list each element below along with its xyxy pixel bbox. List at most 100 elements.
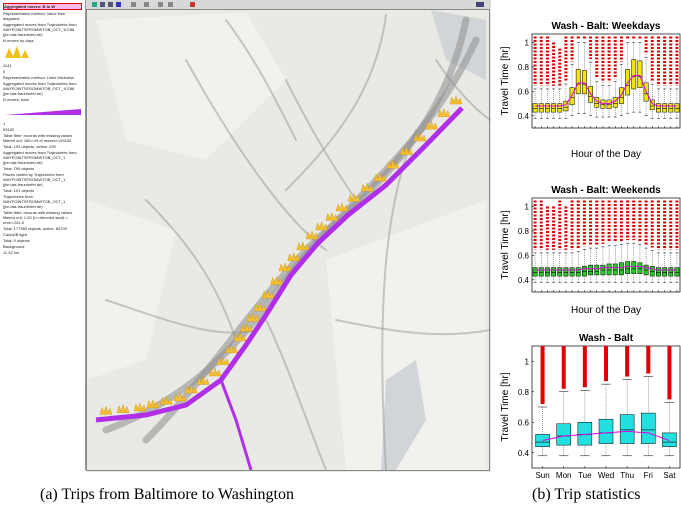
caption-b: (b) Trip statistics — [532, 486, 641, 503]
box — [532, 267, 538, 277]
y-axis-label: Travel Time [hr] — [500, 372, 511, 441]
layer-text: 53152 — [3, 127, 15, 132]
y-tick-label: 0.8 — [518, 227, 530, 236]
flow-glyph — [160, 395, 173, 405]
toolbar-icons — [92, 2, 484, 7]
flow-glyphs — [99, 95, 463, 415]
box — [674, 103, 680, 113]
layer-text: Aggregated moves from Trajectories from … — [3, 81, 77, 96]
box — [662, 267, 667, 277]
box — [535, 434, 550, 447]
branch-flow — [219, 379, 253, 471]
box — [545, 103, 550, 113]
flow-glyph — [146, 399, 160, 408]
box — [674, 267, 680, 277]
layer-text: 11.32 km — [3, 250, 20, 255]
box — [668, 103, 674, 113]
chart-title: Wash - Balt: Weekdays — [552, 21, 661, 32]
flow-glyph — [208, 367, 222, 377]
box — [569, 87, 575, 106]
flow-glyph — [335, 202, 349, 212]
flow-glyph — [184, 384, 198, 394]
road — [145, 199, 237, 341]
layer-text: Places visited by Trajectories from WAYP… — [3, 172, 66, 187]
x-tick-label: Mon — [556, 471, 572, 480]
y-axis-label: Travel Time [hr] — [500, 210, 511, 279]
mean-line — [535, 265, 677, 271]
flow-glyph — [216, 356, 230, 365]
y-tick-label: 1 — [525, 357, 530, 366]
flow-glyph — [240, 322, 253, 332]
x-tick-label: Fri — [644, 471, 654, 480]
box — [545, 267, 550, 277]
layer-text: Aggregated moves from Trajectories from … — [3, 150, 77, 165]
flow-glyph — [116, 404, 130, 413]
box — [637, 60, 643, 88]
layer-title[interactable]: Aggregated moves: B to W — [3, 3, 82, 10]
layer-text: Background — [3, 244, 25, 249]
x-axis-label: Hour of the Day — [571, 305, 641, 316]
x-tick-label: Wed — [598, 471, 614, 480]
box — [637, 262, 643, 274]
charts: Wash - Balt: Weekdays Travel Time [hr] Hou… — [500, 21, 681, 480]
plot-area — [531, 197, 681, 293]
x-tick-label: Thu — [620, 471, 634, 480]
box — [600, 99, 606, 109]
flow-glyph — [253, 302, 267, 312]
box — [631, 261, 637, 274]
box — [588, 264, 593, 276]
layer-text: CartoDB light — [3, 232, 27, 237]
box — [557, 103, 563, 113]
y-tick-label: 0.6 — [518, 418, 530, 427]
layer-text: 1141 — [3, 63, 12, 68]
layer-text: Total: 177983 objects, active: 84709 — [3, 226, 67, 231]
box — [575, 267, 581, 277]
toolbar — [86, 0, 491, 9]
caption-a: (a) Trips from Baltimore to Washington — [40, 486, 294, 503]
flow-glyph — [347, 192, 361, 202]
flow-glyph — [246, 312, 260, 322]
flow-glyph — [225, 344, 238, 354]
main-flow — [95, 106, 464, 423]
mean-line — [535, 75, 677, 107]
box — [668, 267, 674, 277]
thickness-legend — [5, 109, 81, 115]
box — [594, 264, 600, 276]
flow-glyph — [133, 402, 147, 412]
layer-panel: Aggregated moves: B to W Representation m… — [0, 0, 86, 470]
flow-glyph — [173, 392, 187, 402]
layer-text: Trajectories from WAYPOINTSFROMWTOB_OCT_… — [3, 194, 66, 209]
box — [557, 267, 563, 277]
layer-text: Total: 0 objects — [3, 238, 30, 243]
road — [435, 59, 491, 121]
road — [285, 79, 357, 201]
layer-text: Total: 193 objects, active: 239 — [3, 144, 56, 149]
road — [285, 14, 387, 191]
y-tick-label: 1 — [525, 39, 530, 48]
x-tick-label: Sun — [535, 471, 549, 480]
plot-area — [531, 33, 681, 129]
map — [86, 0, 491, 472]
road — [381, 129, 417, 471]
flow-glyph — [196, 375, 210, 385]
x-tick-label: Sat — [663, 471, 676, 480]
box — [612, 263, 618, 276]
layer-text: Representation method: Lines thickness — [3, 75, 75, 80]
box — [532, 103, 538, 113]
y-tick-label: 0.4 — [518, 112, 530, 121]
road — [265, 319, 327, 471]
x-axis-label: Hour of the Day — [571, 149, 641, 160]
layer-text: 0 — [3, 69, 6, 74]
y-tick-label: 0.6 — [518, 87, 530, 96]
x-tick-label: Tue — [578, 471, 592, 480]
box — [662, 103, 667, 113]
box — [551, 103, 556, 113]
y-tick-label: 0.8 — [518, 63, 530, 72]
flow-glyph — [386, 159, 400, 169]
y-tick-label: 0.4 — [518, 276, 530, 285]
layer-text: N moves, total — [3, 97, 29, 102]
flow-glyph — [437, 107, 451, 117]
box — [582, 70, 587, 95]
flow-glyph — [261, 289, 275, 299]
